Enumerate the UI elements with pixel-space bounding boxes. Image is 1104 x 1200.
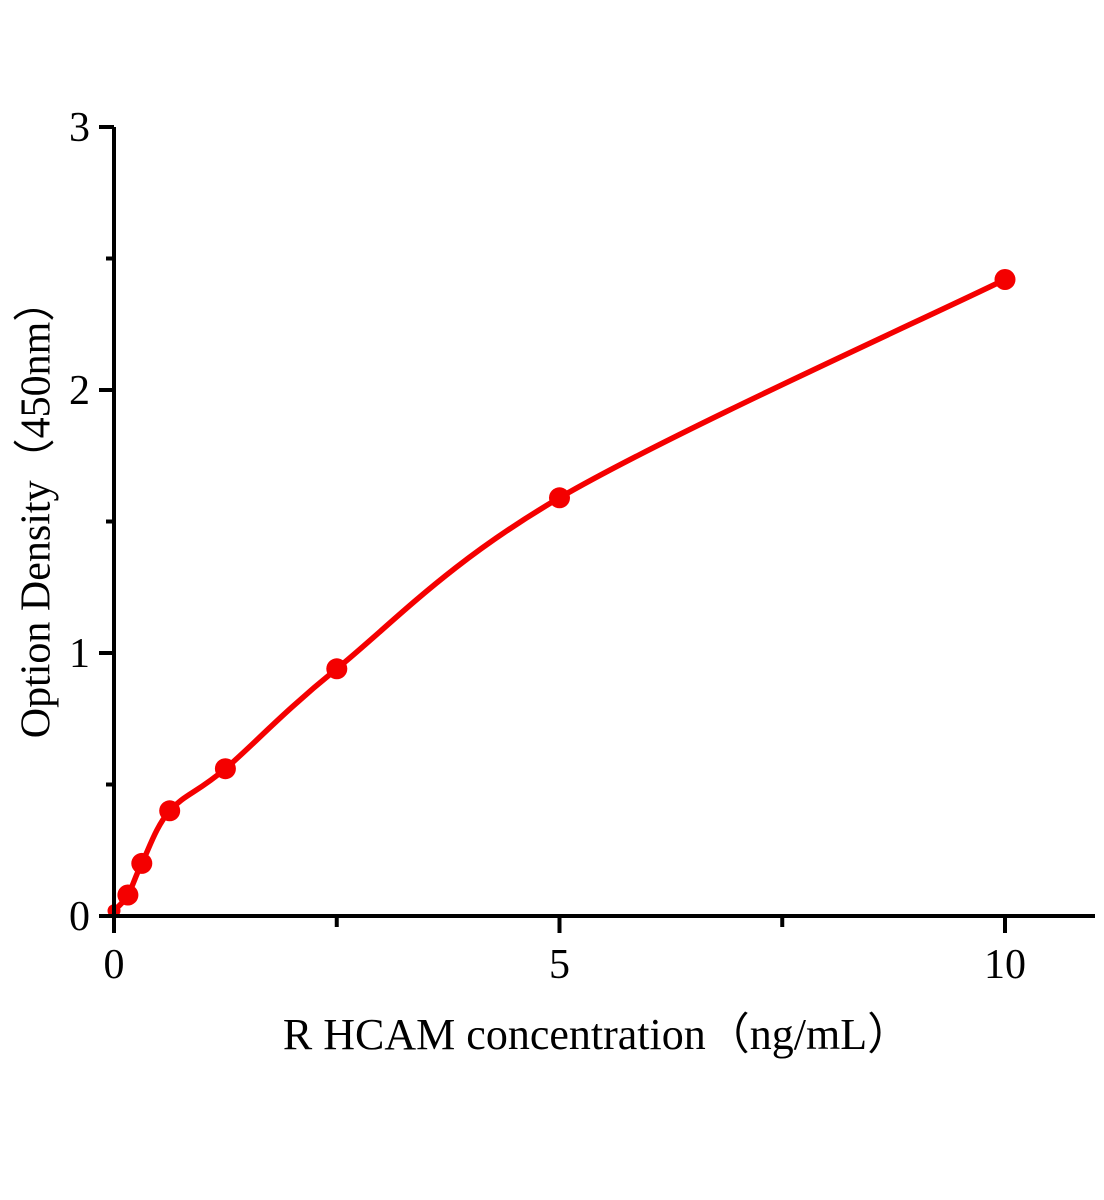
- x-axis-title: R HCAM concentration（ng/mL）: [282, 1010, 912, 1059]
- data-point: [549, 487, 570, 509]
- data-point: [117, 884, 139, 906]
- data-point: [214, 758, 236, 780]
- data-point: [994, 269, 1016, 290]
- x-tick-label: 5: [549, 942, 570, 988]
- y-axis-title: Option Density（450nm）: [13, 279, 60, 739]
- y-tick-label: 1: [69, 631, 90, 677]
- data-point: [326, 658, 348, 680]
- fit-curve: [111, 276, 1008, 914]
- x-tick-label: 10: [984, 942, 1026, 988]
- y-tick-label: 3: [69, 105, 90, 151]
- x-tick-label: 0: [104, 942, 125, 988]
- y-tick-label: 2: [69, 368, 90, 414]
- y-tick-label: 0: [69, 894, 90, 940]
- data-point: [159, 800, 181, 822]
- data-point: [131, 852, 153, 874]
